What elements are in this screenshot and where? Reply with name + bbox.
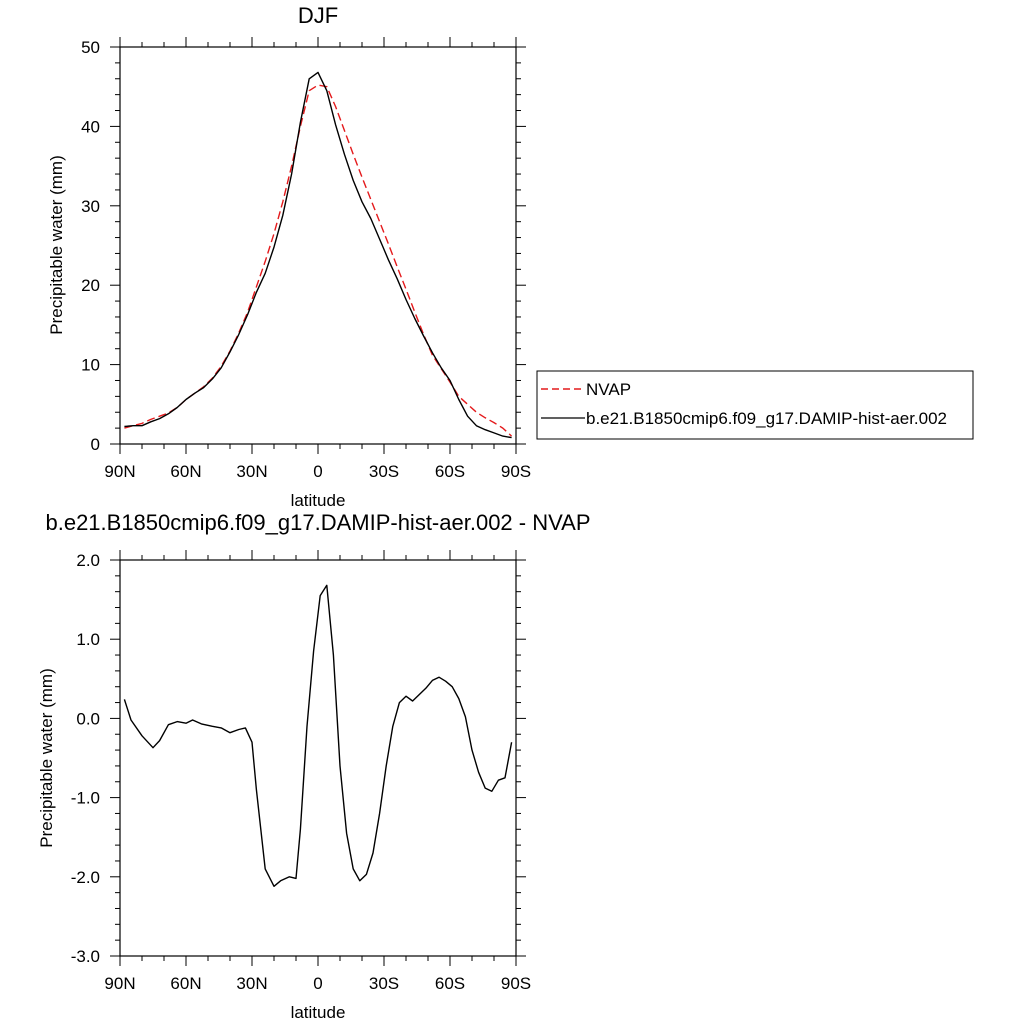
bottom-chart-title: b.e21.B1850cmip6.f09_g17.DAMIP-hist-aer.… xyxy=(45,510,590,535)
top-x-tick-label: 90N xyxy=(104,462,135,481)
top-y-tick-label: 40 xyxy=(81,117,100,136)
bottom-y-tick-label: -2.0 xyxy=(71,868,100,887)
top-series xyxy=(124,71,513,439)
top-series-line-nvap xyxy=(124,84,513,437)
top-tick-labels: 90N 60N 30N 0 30S 60S 90S 0 10 20 30 40 50 xyxy=(81,38,531,481)
top-ticks xyxy=(110,37,526,454)
legend-label-model: b.e21.B1850cmip6.f09_g17.DAMIP-hist-aer.… xyxy=(586,409,947,428)
bottom-x-tick-label: 30N xyxy=(236,974,267,993)
top-series-line-model xyxy=(124,71,512,439)
top-y-tick-label: 30 xyxy=(81,197,100,216)
top-y-tick-label: 0 xyxy=(91,435,100,454)
bottom-y-tick-label: -3.0 xyxy=(71,947,100,966)
top-x-tick-label: 30N xyxy=(236,462,267,481)
bottom-x-tick-label: 60N xyxy=(170,974,201,993)
top-x-tick-label: 30S xyxy=(369,462,399,481)
top-x-tick-label: 0 xyxy=(313,462,322,481)
bottom-tick-labels: 90N 60N 30N 0 30S 60S 90S -3.0 -2.0 -1.0 0.0 1.0 2.0 xyxy=(71,551,531,993)
bottom-y-axis-label: Precipitable water (mm) xyxy=(37,668,56,848)
legend-box xyxy=(536,370,974,440)
top-panel: DJF 90N 60N 30N 0 30S 60S 90S 0 10 20 30 40 50 latit… xyxy=(47,3,531,510)
bottom-x-tick-label: 90S xyxy=(501,974,531,993)
bottom-y-tick-label: -1.0 xyxy=(71,789,100,808)
bottom-x-axis-label: latitude xyxy=(291,1003,346,1022)
legend-label-nvap: NVAP xyxy=(586,380,631,399)
top-x-tick-label: 60S xyxy=(435,462,465,481)
bottom-y-tick-label: 2.0 xyxy=(76,551,100,570)
bottom-plot-frame xyxy=(119,559,517,957)
top-x-axis-label: latitude xyxy=(291,491,346,510)
bottom-x-tick-label: 90N xyxy=(104,974,135,993)
bottom-panel: b.e21.B1850cmip6.f09_g17.DAMIP-hist-aer.… xyxy=(37,510,591,1022)
bottom-x-tick-label: 60S xyxy=(435,974,465,993)
bottom-ticks xyxy=(110,550,526,966)
top-chart-title: DJF xyxy=(298,3,338,28)
top-y-tick-label: 50 xyxy=(81,38,100,57)
bottom-x-tick-label: 30S xyxy=(369,974,399,993)
top-y-axis-label: Precipitable water (mm) xyxy=(47,155,66,335)
bottom-y-tick-label: 1.0 xyxy=(76,630,100,649)
top-x-tick-label: 90S xyxy=(501,462,531,481)
top-y-tick-label: 10 xyxy=(81,356,100,375)
bottom-y-tick-label: 0.0 xyxy=(76,709,100,728)
bottom-series xyxy=(123,584,513,887)
top-x-tick-label: 60N xyxy=(170,462,201,481)
top-y-tick-label: 20 xyxy=(81,276,100,295)
bottom-series-line-main xyxy=(123,584,513,887)
bottom-x-tick-label: 0 xyxy=(313,974,322,993)
legend: NVAP b.e21.B1850cmip6.f09_g17.DAMIP-hist… xyxy=(536,370,974,440)
top-plot-frame xyxy=(119,46,517,445)
